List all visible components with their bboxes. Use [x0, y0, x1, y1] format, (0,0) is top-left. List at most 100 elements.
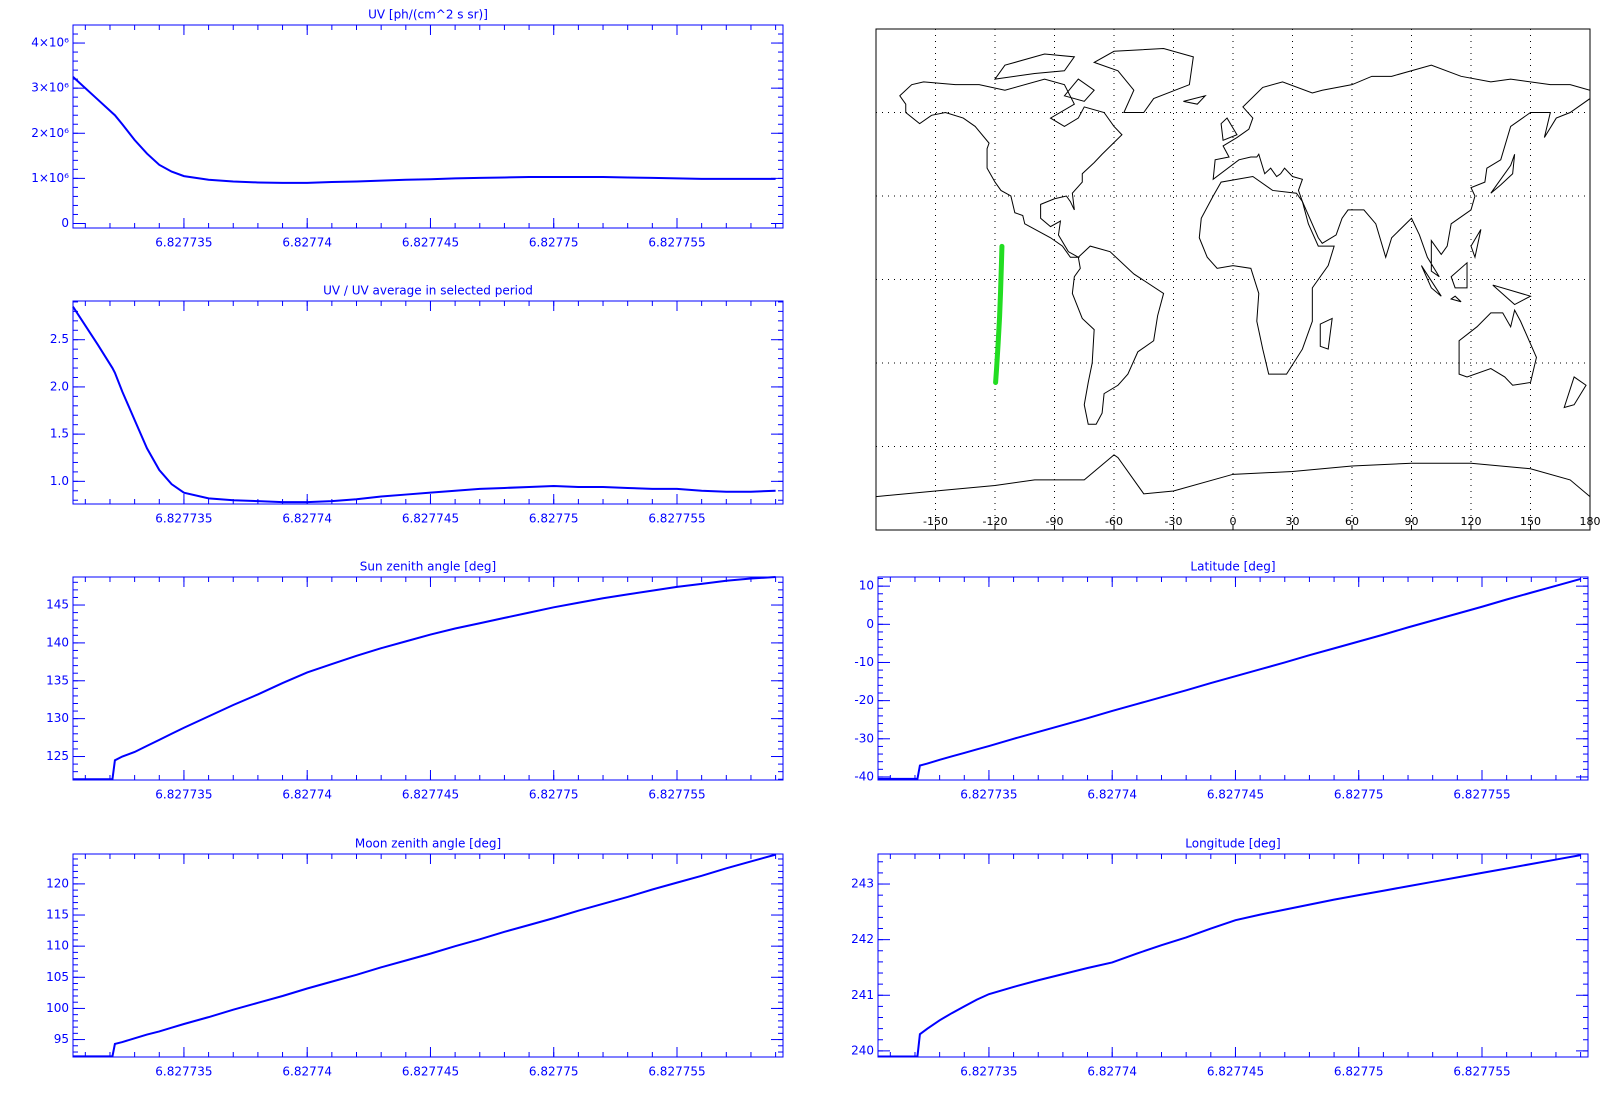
x-tick-label: -30 — [1165, 515, 1183, 528]
x-tick-label: -60 — [1105, 515, 1123, 528]
x-tick-label: 6.827745 — [1207, 1065, 1264, 1079]
y-tick-label: 2.5 — [50, 332, 69, 346]
y-tick-label: 240 — [851, 1043, 874, 1057]
africa — [1199, 177, 1334, 375]
y-tick-label: 120 — [46, 876, 69, 890]
x-tick-label: 6.827755 — [648, 512, 705, 526]
x-tick-label: -150 — [923, 515, 948, 528]
x-tick-label: 6.827745 — [1207, 788, 1264, 802]
australia — [1459, 310, 1536, 385]
plot-frame — [877, 576, 1589, 781]
y-tick-label: -20 — [854, 693, 874, 707]
x-tick-label: -120 — [983, 515, 1008, 528]
chart-title: Moon zenith angle [deg] — [355, 837, 501, 851]
y-tick-label: 2×10⁶ — [31, 126, 69, 140]
line-chart: Sun zenith angle [deg] 6.827735 6.82774 6.8… — [46, 560, 784, 802]
y-tick-label: 10 — [859, 579, 874, 593]
x-tick-label: 60 — [1345, 515, 1359, 528]
x-tick-label: 120 — [1461, 515, 1482, 528]
data-line — [878, 577, 1581, 780]
y-tick-label: 95 — [54, 1032, 69, 1046]
chart-title: Latitude [deg] — [1190, 560, 1275, 574]
line-chart: Moon zenith angle [deg] 6.827735 6.82774 6.… — [46, 837, 784, 1079]
x-tick-label: 0 — [1230, 515, 1237, 528]
y-tick-label: 100 — [46, 1001, 69, 1015]
x-tick-label: 6.827755 — [1453, 1065, 1510, 1079]
y-tick-label: 140 — [46, 635, 69, 649]
x-tick-label: 6.82774 — [1087, 1065, 1137, 1079]
map-chart: -150 -120 -90 -60 -30 0 30 60 90 120 150 180 — [875, 28, 1600, 531]
y-tick-label: 125 — [46, 749, 69, 763]
x-tick-label: 6.827735 — [960, 1065, 1017, 1079]
x-tick-label: 6.827755 — [648, 788, 705, 802]
line-chart: Longitude [deg] 6.827735 6.82774 6.827745 6.… — [851, 837, 1589, 1079]
y-tick-label: 4×10⁶ — [31, 36, 69, 50]
x-tick-label: 6.82775 — [529, 1065, 579, 1079]
greenland — [1094, 48, 1193, 112]
y-tick-label: 242 — [851, 932, 874, 946]
x-tick-label: 150 — [1520, 515, 1541, 528]
y-tick-label: 241 — [851, 988, 874, 1002]
y-tick-label: 130 — [46, 711, 69, 725]
x-tick-label: 6.827735 — [155, 236, 212, 250]
x-tick-label: 6.827735 — [155, 788, 212, 802]
y-tick-label: 110 — [46, 939, 69, 953]
line-chart: Latitude [deg] 6.827735 6.82774 6.827745 6.8… — [854, 560, 1589, 802]
arctic-islands — [995, 54, 1094, 101]
map-frame — [875, 28, 1591, 531]
orbit-track — [993, 243, 1005, 385]
line-chart: UV [ph/(cm^2 s sr)] 6.827735 6.82774 6.8277… — [31, 8, 784, 250]
plot-frame — [72, 853, 784, 1058]
x-tick-label: 90 — [1405, 515, 1419, 528]
north-america — [900, 79, 1122, 257]
y-tick-label: -40 — [854, 769, 874, 783]
x-tick-label: 6.82775 — [1334, 788, 1384, 802]
south-america — [1072, 246, 1163, 424]
plot-frame — [72, 576, 784, 781]
x-tick-label: 6.82775 — [529, 236, 579, 250]
chart-title: Sun zenith angle [deg] — [360, 560, 496, 574]
x-tick-label: 6.827755 — [1453, 788, 1510, 802]
y-tick-label: 2.0 — [50, 379, 69, 393]
x-tick-label: 6.827745 — [402, 512, 459, 526]
x-tick-label: 6.827755 — [648, 236, 705, 250]
y-tick-label: 145 — [46, 598, 69, 612]
data-line — [878, 854, 1581, 1058]
chart-title: UV / UV average in selected period — [323, 284, 533, 298]
y-tick-label: -30 — [854, 731, 874, 745]
x-tick-label: 6.82774 — [282, 788, 332, 802]
data-line — [72, 306, 776, 504]
y-tick-label: 1.0 — [50, 474, 69, 488]
x-tick-label: 6.82775 — [529, 788, 579, 802]
y-tick-label: 1×10⁶ — [31, 171, 69, 185]
line-chart: UV / UV average in selected period 6.8277… — [50, 284, 784, 526]
chart-title: UV [ph/(cm^2 s sr)] — [368, 8, 488, 22]
chart-title: Longitude [deg] — [1185, 837, 1280, 851]
x-tick-label: 6.82775 — [529, 512, 579, 526]
y-tick-label: 135 — [46, 673, 69, 687]
x-tick-label: 6.827735 — [155, 512, 212, 526]
data-line — [72, 76, 776, 184]
x-tick-label: 6.827735 — [960, 788, 1017, 802]
plot-frame — [877, 853, 1589, 1058]
antarctica — [876, 455, 1590, 497]
x-tick-label: 6.82774 — [282, 1065, 332, 1079]
y-tick-label: -10 — [854, 655, 874, 669]
x-tick-label: 6.82774 — [282, 512, 332, 526]
plot-frame — [72, 24, 784, 229]
x-tick-label: 30 — [1286, 515, 1300, 528]
data-line — [73, 853, 776, 1058]
coastlines — [876, 48, 1590, 496]
y-tick-label: 243 — [851, 877, 874, 891]
x-tick-label: 6.82775 — [1334, 1065, 1384, 1079]
x-tick-label: 6.827745 — [402, 236, 459, 250]
x-tick-label: 6.827735 — [155, 1065, 212, 1079]
y-tick-label: 115 — [46, 908, 69, 922]
x-tick-label: 6.82774 — [282, 236, 332, 250]
y-tick-label: 0 — [61, 216, 69, 230]
data-line — [73, 576, 776, 781]
x-tick-label: 6.827755 — [648, 1065, 705, 1079]
y-tick-label: 105 — [46, 970, 69, 984]
